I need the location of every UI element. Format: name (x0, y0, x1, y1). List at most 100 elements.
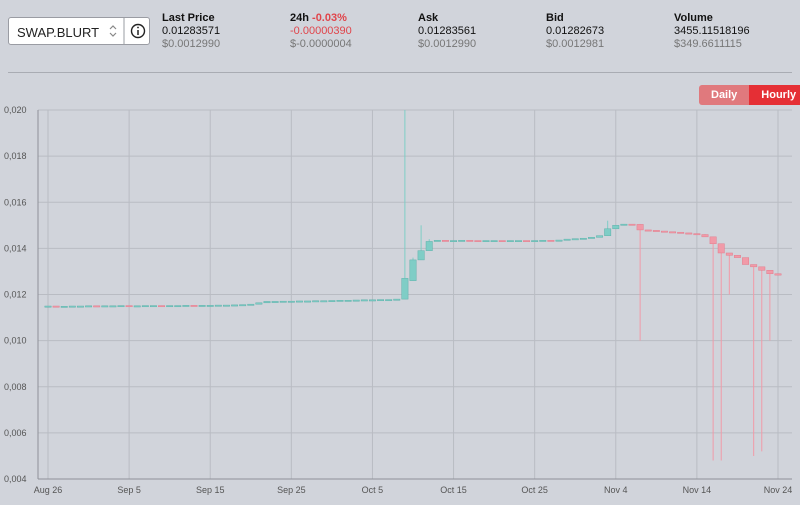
y-tick-label: 0,008 (4, 382, 27, 392)
candle-body (620, 223, 628, 226)
candle-body (733, 255, 741, 258)
candle-body (328, 300, 336, 302)
candle-body (652, 230, 660, 232)
stat: Last Price 0.01283571 $0.0012990 (162, 12, 220, 51)
candle-body (547, 240, 555, 242)
stat-label: Ask (418, 12, 476, 25)
candle-body (174, 305, 182, 308)
candle-body (60, 306, 68, 308)
candle-body (93, 305, 101, 308)
y-tick-label: 0,016 (4, 197, 27, 207)
candle-body (239, 304, 247, 307)
candle-body (717, 243, 725, 254)
candle-body (514, 240, 522, 242)
stat-label-text: Bid (546, 12, 564, 24)
candle-body (52, 305, 60, 308)
candle-body (287, 300, 295, 303)
candle-body (85, 305, 93, 308)
stat: Ask 0.01283561 $0.0012990 (418, 12, 476, 51)
candle-body (596, 235, 604, 238)
stat-usd: $0.0012981 (546, 38, 605, 50)
candle-body (101, 305, 109, 308)
change: -0.03% (312, 12, 347, 24)
candle-body (482, 240, 490, 242)
candle-body (141, 305, 149, 308)
y-tick-label: 0,006 (4, 428, 27, 438)
candle-body (539, 240, 547, 242)
x-tick-label: Oct 5 (362, 485, 384, 495)
x-tick-label: Oct 25 (521, 485, 548, 495)
candle-body (206, 305, 214, 307)
stat-label-text: Last Price (162, 12, 215, 24)
stat: Bid 0.01282673 $0.0012981 (546, 12, 604, 51)
candle-body (693, 233, 701, 236)
candle-body (466, 240, 474, 242)
x-tick-label: Aug 26 (34, 485, 63, 495)
candle-body (336, 300, 344, 302)
stat-label-text: Ask (418, 12, 439, 24)
candle-body (247, 303, 255, 306)
stat-usd: $349.6611115 (674, 38, 742, 50)
candle-body (295, 300, 303, 303)
interval-button[interactable]: Daily (699, 85, 750, 105)
candle-body (660, 230, 668, 233)
stat-usd: $0.0012990 (162, 38, 221, 50)
stat-label: Last Price (162, 12, 220, 25)
candle-body (117, 305, 125, 308)
candle-body (677, 231, 685, 234)
x-tick-label: Oct 15 (440, 485, 467, 495)
candle-body (352, 299, 360, 302)
interval-button[interactable]: Hourly (749, 85, 800, 105)
candle-body (214, 304, 222, 307)
candle-body (628, 223, 636, 226)
candle-body (523, 240, 531, 242)
stat-label-text: Volume (674, 12, 713, 24)
stat: 24h -0.03% -0.00000390 $-0.0000004 (290, 12, 352, 51)
candle-body (76, 305, 84, 308)
candle-body (263, 301, 271, 304)
stat-value: 0.01282673 (546, 25, 605, 37)
candle-body (450, 240, 458, 242)
candle-body (555, 239, 563, 242)
candle-body (393, 298, 401, 301)
candle-body (701, 234, 709, 238)
candle-body (531, 240, 539, 242)
x-tick-label: Sep 5 (117, 485, 141, 495)
candle-body (490, 240, 498, 242)
candle-body (344, 300, 352, 302)
candle-body (68, 305, 76, 308)
candle-body (604, 228, 612, 236)
candle-body (709, 236, 717, 245)
candle-body (125, 305, 133, 308)
candle-body (425, 241, 433, 251)
candle-body (669, 231, 677, 234)
candle-body (109, 305, 117, 308)
y-tick-label: 0,014 (4, 243, 27, 253)
candle-body (401, 278, 409, 300)
stat-usd: $-0.0000004 (290, 38, 352, 50)
stat-usd: $0.0012990 (418, 38, 477, 50)
candle-body (644, 229, 652, 232)
candle-body (750, 264, 758, 268)
candle-body (231, 304, 239, 307)
stat-label: Bid (546, 12, 604, 25)
symbol: SWAP.BLURT (17, 25, 100, 40)
divider (8, 72, 792, 73)
candle-body (742, 257, 750, 265)
candle-body (320, 300, 328, 303)
candle-body (774, 273, 782, 276)
candle-body (360, 299, 368, 302)
candle-body (612, 225, 620, 230)
candle-body (766, 270, 774, 274)
candle-body (685, 232, 693, 235)
candle-body (44, 305, 52, 308)
y-tick-label: 0,012 (4, 290, 27, 300)
candle-body (279, 300, 287, 303)
candle-body (587, 237, 595, 239)
candle-body (458, 240, 466, 242)
candle-body (198, 305, 206, 307)
symbol-select[interactable]: SWAP.BLURT (8, 17, 150, 45)
y-tick-label: 0,020 (4, 105, 27, 115)
